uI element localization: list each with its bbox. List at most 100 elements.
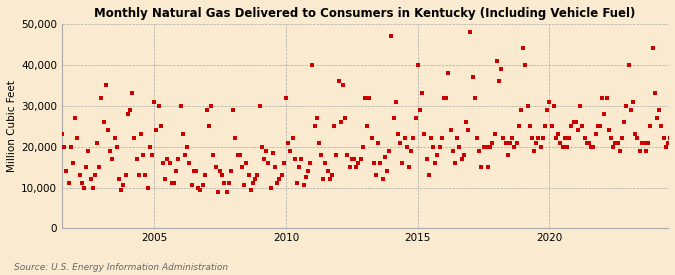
Point xyxy=(645,124,656,128)
Point xyxy=(495,67,506,71)
Point xyxy=(217,173,227,177)
Point xyxy=(667,148,675,153)
Point xyxy=(111,144,122,149)
Point xyxy=(287,136,298,141)
Point xyxy=(421,157,432,161)
Point xyxy=(281,95,292,100)
Point xyxy=(265,185,276,190)
Point xyxy=(364,95,375,100)
Point xyxy=(105,148,115,153)
Point xyxy=(472,136,483,141)
Point xyxy=(320,161,331,165)
Point xyxy=(72,136,83,141)
Point xyxy=(285,148,296,153)
Point xyxy=(625,108,636,112)
Point xyxy=(241,161,252,165)
Point xyxy=(614,148,625,153)
Point xyxy=(540,124,551,128)
Point xyxy=(630,132,641,137)
Point xyxy=(402,144,412,149)
Point xyxy=(441,95,452,100)
Point xyxy=(182,144,192,149)
Point xyxy=(219,181,230,186)
Point xyxy=(155,124,166,128)
Point xyxy=(325,177,335,182)
Point xyxy=(151,128,162,133)
Point xyxy=(239,183,250,188)
Point xyxy=(410,116,421,120)
Point xyxy=(204,124,215,128)
Point xyxy=(460,120,471,124)
Point xyxy=(311,116,322,120)
Y-axis label: Million Cubic Feet: Million Cubic Feet xyxy=(7,80,17,172)
Point xyxy=(516,108,526,112)
Point xyxy=(157,161,168,165)
Point xyxy=(237,165,248,169)
Point xyxy=(225,169,236,173)
Point xyxy=(474,148,485,153)
Point xyxy=(307,63,318,67)
Point xyxy=(360,95,371,100)
Point xyxy=(619,120,630,124)
Point xyxy=(518,46,529,51)
Point xyxy=(393,132,404,137)
Point xyxy=(432,153,443,157)
Point xyxy=(526,136,537,141)
Point xyxy=(142,185,153,190)
Point xyxy=(623,63,634,67)
Point xyxy=(300,175,311,180)
Point xyxy=(388,116,399,120)
Point xyxy=(564,136,574,141)
Point xyxy=(175,103,186,108)
Point xyxy=(292,181,302,186)
Point xyxy=(144,144,155,149)
Point xyxy=(57,132,68,137)
Point xyxy=(329,124,340,128)
Point xyxy=(109,136,120,141)
Point xyxy=(193,185,204,190)
Point xyxy=(586,144,597,149)
Point xyxy=(507,136,518,141)
Point xyxy=(322,169,333,173)
Point xyxy=(491,59,502,63)
Point xyxy=(672,124,675,128)
Point xyxy=(412,63,423,67)
Point xyxy=(134,173,144,177)
Point xyxy=(243,173,254,177)
Point xyxy=(338,83,348,87)
Point xyxy=(101,83,111,87)
Point xyxy=(533,136,544,141)
Point xyxy=(406,148,416,153)
Point xyxy=(90,173,101,177)
Point xyxy=(371,173,381,177)
Point xyxy=(162,157,173,161)
Point xyxy=(178,132,188,137)
Point xyxy=(434,144,445,149)
Point xyxy=(601,95,612,100)
Point xyxy=(637,140,647,145)
Point xyxy=(549,103,560,108)
Point xyxy=(375,161,386,165)
Point xyxy=(537,136,548,141)
Point xyxy=(612,140,623,145)
Point xyxy=(184,161,195,165)
Point xyxy=(250,177,261,182)
Point xyxy=(197,183,208,188)
Point xyxy=(454,144,465,149)
Point xyxy=(669,136,675,141)
Point xyxy=(340,116,350,120)
Point xyxy=(560,136,570,141)
Point xyxy=(425,136,436,141)
Point xyxy=(593,124,603,128)
Point xyxy=(599,112,610,116)
Point xyxy=(160,177,171,182)
Point xyxy=(92,140,103,145)
Point xyxy=(316,153,327,157)
Point xyxy=(221,189,232,194)
Point xyxy=(254,103,265,108)
Point xyxy=(493,79,504,83)
Point xyxy=(272,181,283,186)
Point xyxy=(78,185,89,190)
Point xyxy=(616,136,627,141)
Point xyxy=(344,165,355,169)
